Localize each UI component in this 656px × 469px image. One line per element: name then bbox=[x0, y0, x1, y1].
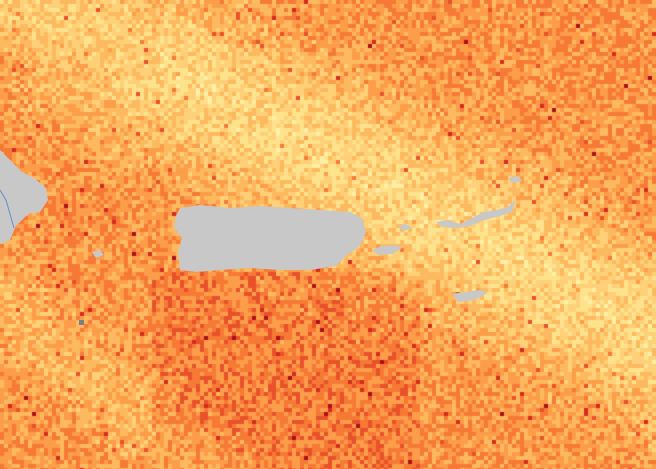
river bbox=[0, 189, 15, 229]
no-data-spot bbox=[79, 320, 84, 325]
small-island bbox=[92, 250, 104, 258]
st-croix-island bbox=[452, 290, 488, 302]
virgin-islands-east bbox=[508, 176, 522, 183]
hispaniola-landmass bbox=[0, 150, 48, 244]
culebra-island bbox=[398, 224, 412, 231]
vieques-island bbox=[372, 245, 402, 255]
virgin-islands bbox=[436, 200, 516, 228]
puerto-rico-landmass bbox=[174, 205, 366, 272]
